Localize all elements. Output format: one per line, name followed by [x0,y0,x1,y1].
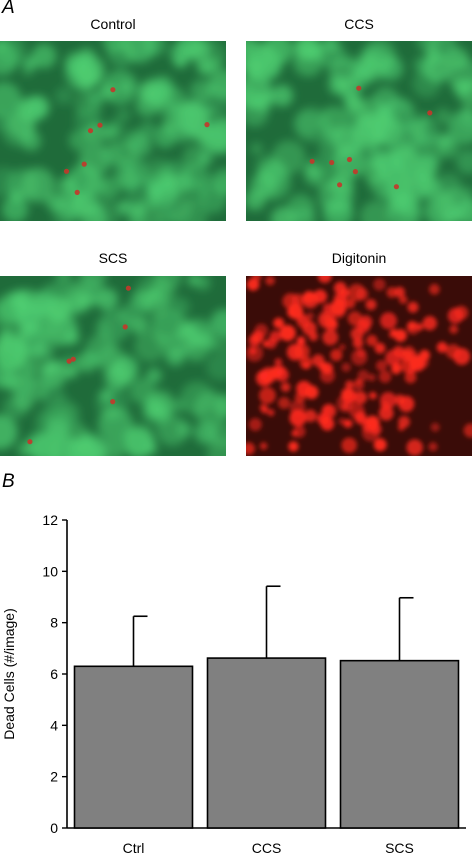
y-tick-label: 6 [50,666,58,682]
micrograph-control-image [0,41,226,221]
image-title-scs: SCS [98,250,128,266]
image-title-control: Control [90,16,136,32]
bar-ccs [206,657,327,829]
y-tick-label: 12 [42,512,58,528]
x-tick-label-ccs: CCS [252,840,282,856]
x-tick-label-ctrl: Ctrl [123,840,145,856]
bar-scs [339,659,460,829]
image-title-digitonin: Digitonin [331,250,387,266]
micrograph-scs-image [0,276,226,456]
micrograph-digitonin [246,276,472,456]
micrograph-scs [0,276,226,456]
y-tick-label: 0 [50,820,58,836]
micrograph-ccs [246,41,472,221]
micrograph-digitonin-image [246,276,472,456]
y-tick-label: 4 [50,717,58,733]
panel-a-label: A [2,0,15,18]
micrograph-ccs-image [246,41,472,221]
x-tick-label-scs: SCS [385,840,414,856]
y-tick-label: 10 [42,563,58,579]
bar-chart: 0 2 4 6 8 10 12 Dead Cells (#/image) Ctrl CCS SCS [1,512,466,856]
y-tick-label: 8 [50,615,58,631]
micrograph-control [0,41,226,221]
y-axis-label: Dead Cells (#/image) [1,608,17,740]
bar-ctrl [73,665,194,829]
panel-b-label: B [2,471,15,492]
y-tick-label: 2 [50,769,58,785]
image-title-ccs: CCS [344,16,374,32]
